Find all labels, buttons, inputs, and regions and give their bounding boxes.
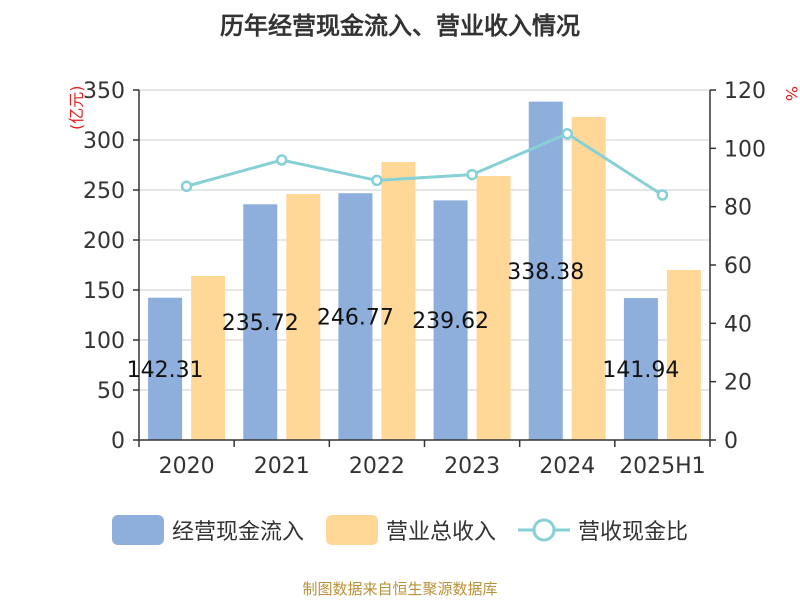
y-left-tick-label: 300	[83, 129, 125, 154]
data-label-cash-inflow: 246.77	[317, 306, 394, 331]
bar-cash-inflow	[338, 193, 373, 440]
legend-item-revenue[interactable]: 营业总收入	[325, 514, 496, 546]
y-left-axis-label: (亿元)	[67, 86, 86, 131]
line-cash-ratio	[186, 132, 664, 197]
data-label-cash-inflow: 235.72	[222, 311, 299, 336]
y-right-tick-label: 0	[724, 429, 738, 454]
y-left-tick-label: 150	[83, 279, 125, 304]
y-left-tick-label: 350	[83, 79, 125, 104]
bar-cash-inflow	[528, 101, 563, 441]
y-left-tick-label: 0	[111, 429, 125, 454]
point-cash-ratio	[656, 189, 669, 201]
bar-cash-inflow	[433, 200, 468, 440]
y-right-tick-label: 40	[724, 312, 752, 337]
y-right-tick-label: 60	[724, 254, 752, 279]
bar-revenue	[666, 270, 701, 440]
legend-item-cash-inflow[interactable]: 经营现金流入	[111, 514, 304, 546]
bar-revenue	[191, 276, 226, 440]
data-label-cash-inflow: 239.62	[412, 309, 489, 334]
bar-revenue	[571, 117, 606, 440]
x-tick-label: 2025H1	[619, 454, 706, 479]
y-left-tick-label: 100	[83, 329, 125, 354]
chart-legend: 经营现金流入 营业总收入 营收现金比	[0, 514, 800, 546]
y-right-tick-label: 120	[724, 79, 766, 104]
bar-cash-inflow	[148, 297, 183, 440]
point-cash-ratio	[466, 168, 478, 181]
bar-revenue	[476, 176, 511, 440]
y-right-axis-label: %	[782, 86, 800, 101]
data-label-cash-inflow: 338.38	[507, 260, 584, 285]
bar-revenue	[381, 162, 416, 440]
point-cash-ratio	[371, 174, 383, 187]
chart-title: 历年经营现金流入、营业收入情况	[220, 12, 580, 40]
legend-line-marker-icon	[518, 518, 570, 542]
point-cash-ratio	[561, 128, 573, 140]
data-label-cash-inflow: 142.31	[127, 358, 204, 383]
y-right-tick-label: 80	[724, 196, 752, 221]
y-right-tick-label: 100	[724, 137, 766, 162]
legend-label-revenue: 营业总收入	[385, 520, 496, 545]
data-source-note: 制图数据来自恒生聚源数据库	[302, 580, 498, 598]
legend-label-cash-inflow: 经营现金流入	[171, 520, 304, 545]
point-cash-ratio	[276, 154, 288, 166]
data-label-cash-inflow: 141.94	[602, 358, 679, 383]
legend-swatch-revenue	[325, 515, 378, 545]
x-tick-label: 2024	[539, 454, 595, 479]
y-left-tick-label: 200	[83, 229, 125, 254]
bar-revenue	[286, 194, 321, 440]
legend-label-cash-ratio: 营收现金比	[578, 520, 689, 545]
x-tick-label: 2021	[254, 454, 310, 479]
point-cash-ratio	[180, 180, 193, 192]
x-tick-label: 2022	[349, 454, 405, 479]
y-right-tick-label: 20	[724, 371, 752, 396]
bar-cash-inflow	[243, 204, 278, 440]
x-tick-label: 2023	[444, 454, 500, 479]
y-left-tick-label: 250	[83, 179, 125, 204]
x-tick-label: 2020	[159, 454, 215, 479]
y-left-tick-label: 50	[97, 379, 125, 404]
legend-swatch-cash-inflow	[111, 515, 164, 545]
bar-cash-inflow	[623, 298, 658, 440]
legend-item-cash-ratio[interactable]: 营收现金比	[518, 514, 688, 546]
